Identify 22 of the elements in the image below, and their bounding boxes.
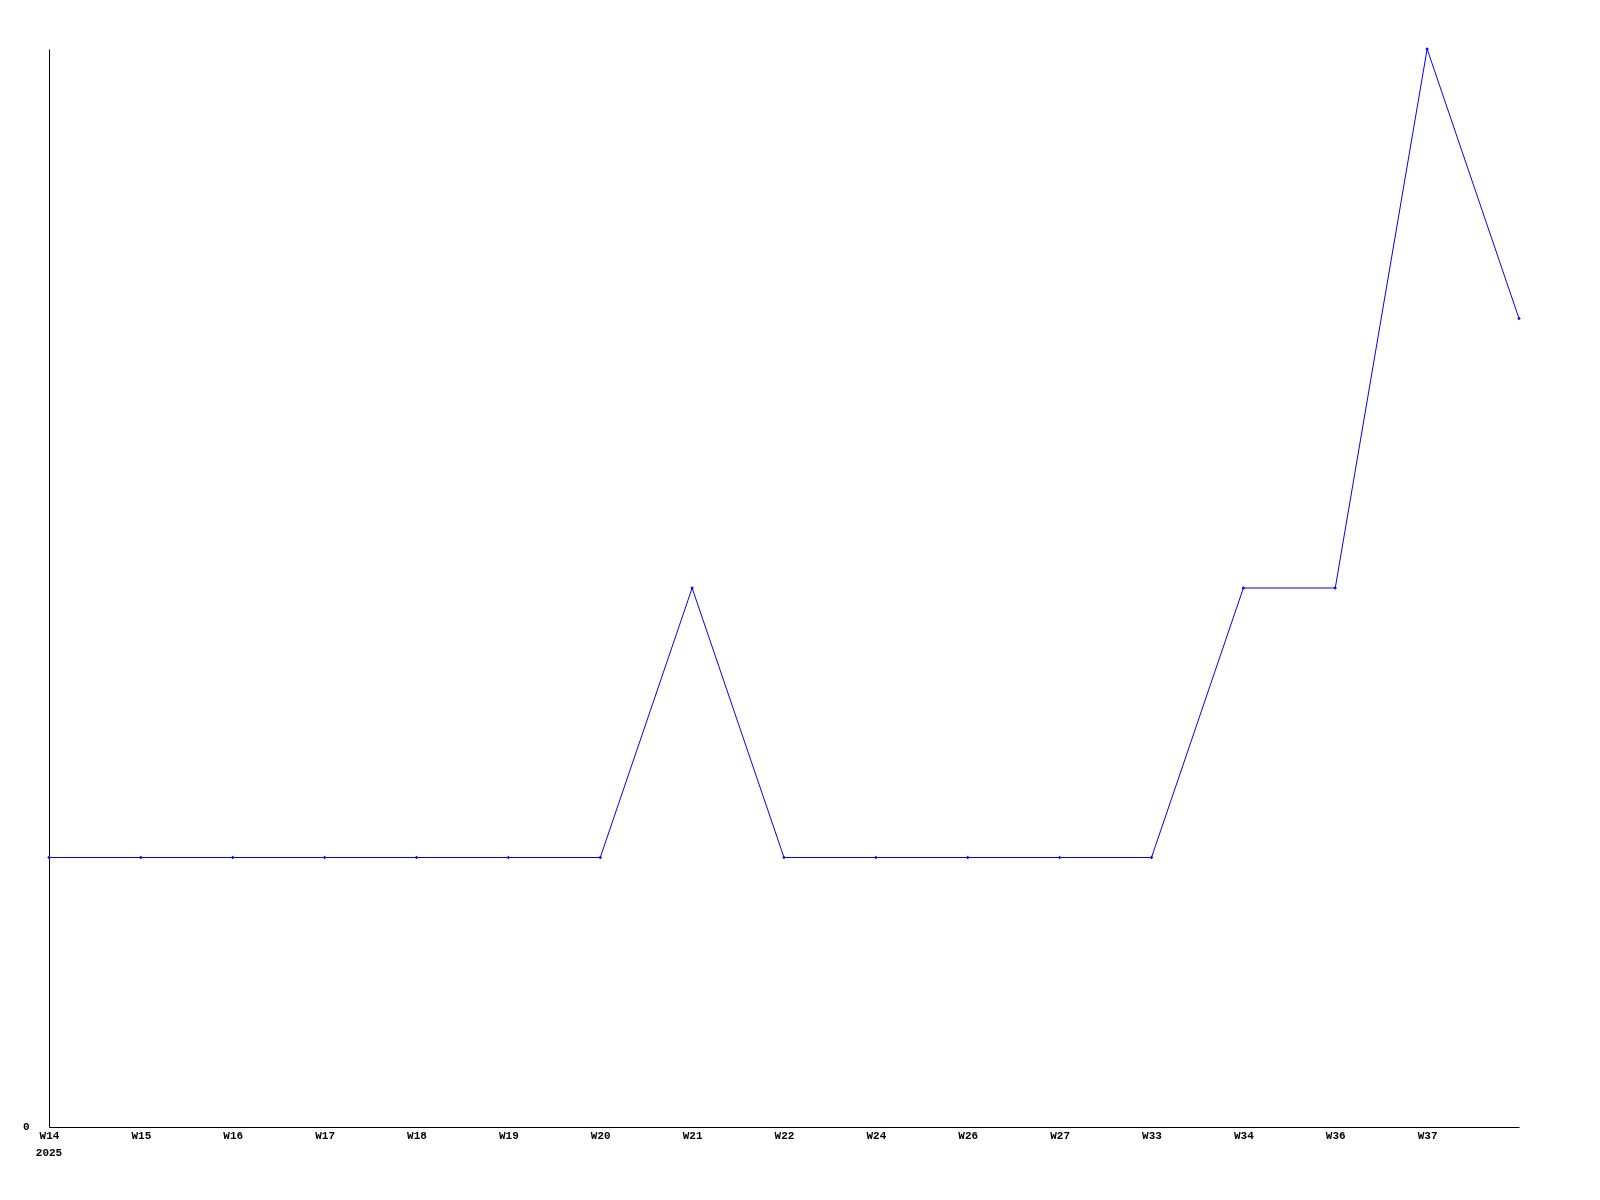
point xyxy=(782,855,786,860)
x-tick-label: W34 xyxy=(1233,1129,1255,1142)
x-tick-label: W16 xyxy=(223,1129,244,1142)
x-tick-label: W15 xyxy=(131,1129,152,1142)
x-tick-label: W26 xyxy=(958,1129,979,1142)
x-tick-label: W17 xyxy=(315,1129,336,1142)
text: 0 xyxy=(23,1121,30,1133)
x-tick-label: W18 xyxy=(407,1129,428,1142)
x-tick-label: W14 xyxy=(39,1129,60,1142)
x-tick-label: W22 xyxy=(774,1129,795,1142)
x-tick-label: W36 xyxy=(1325,1129,1346,1142)
text: 2025 xyxy=(35,1147,63,1159)
point xyxy=(47,855,51,860)
x-tick-label: W33 xyxy=(1142,1129,1163,1142)
point xyxy=(1241,586,1246,590)
x-tick-label: W21 xyxy=(682,1129,703,1142)
x-tick-label: W37 xyxy=(1417,1129,1438,1142)
point xyxy=(1517,316,1521,321)
x-tick-label: W19 xyxy=(498,1129,519,1142)
x-tick-label: W20 xyxy=(590,1129,611,1142)
x-tick-label: W24 xyxy=(866,1129,887,1142)
x-tick-label: W27 xyxy=(1050,1129,1071,1142)
